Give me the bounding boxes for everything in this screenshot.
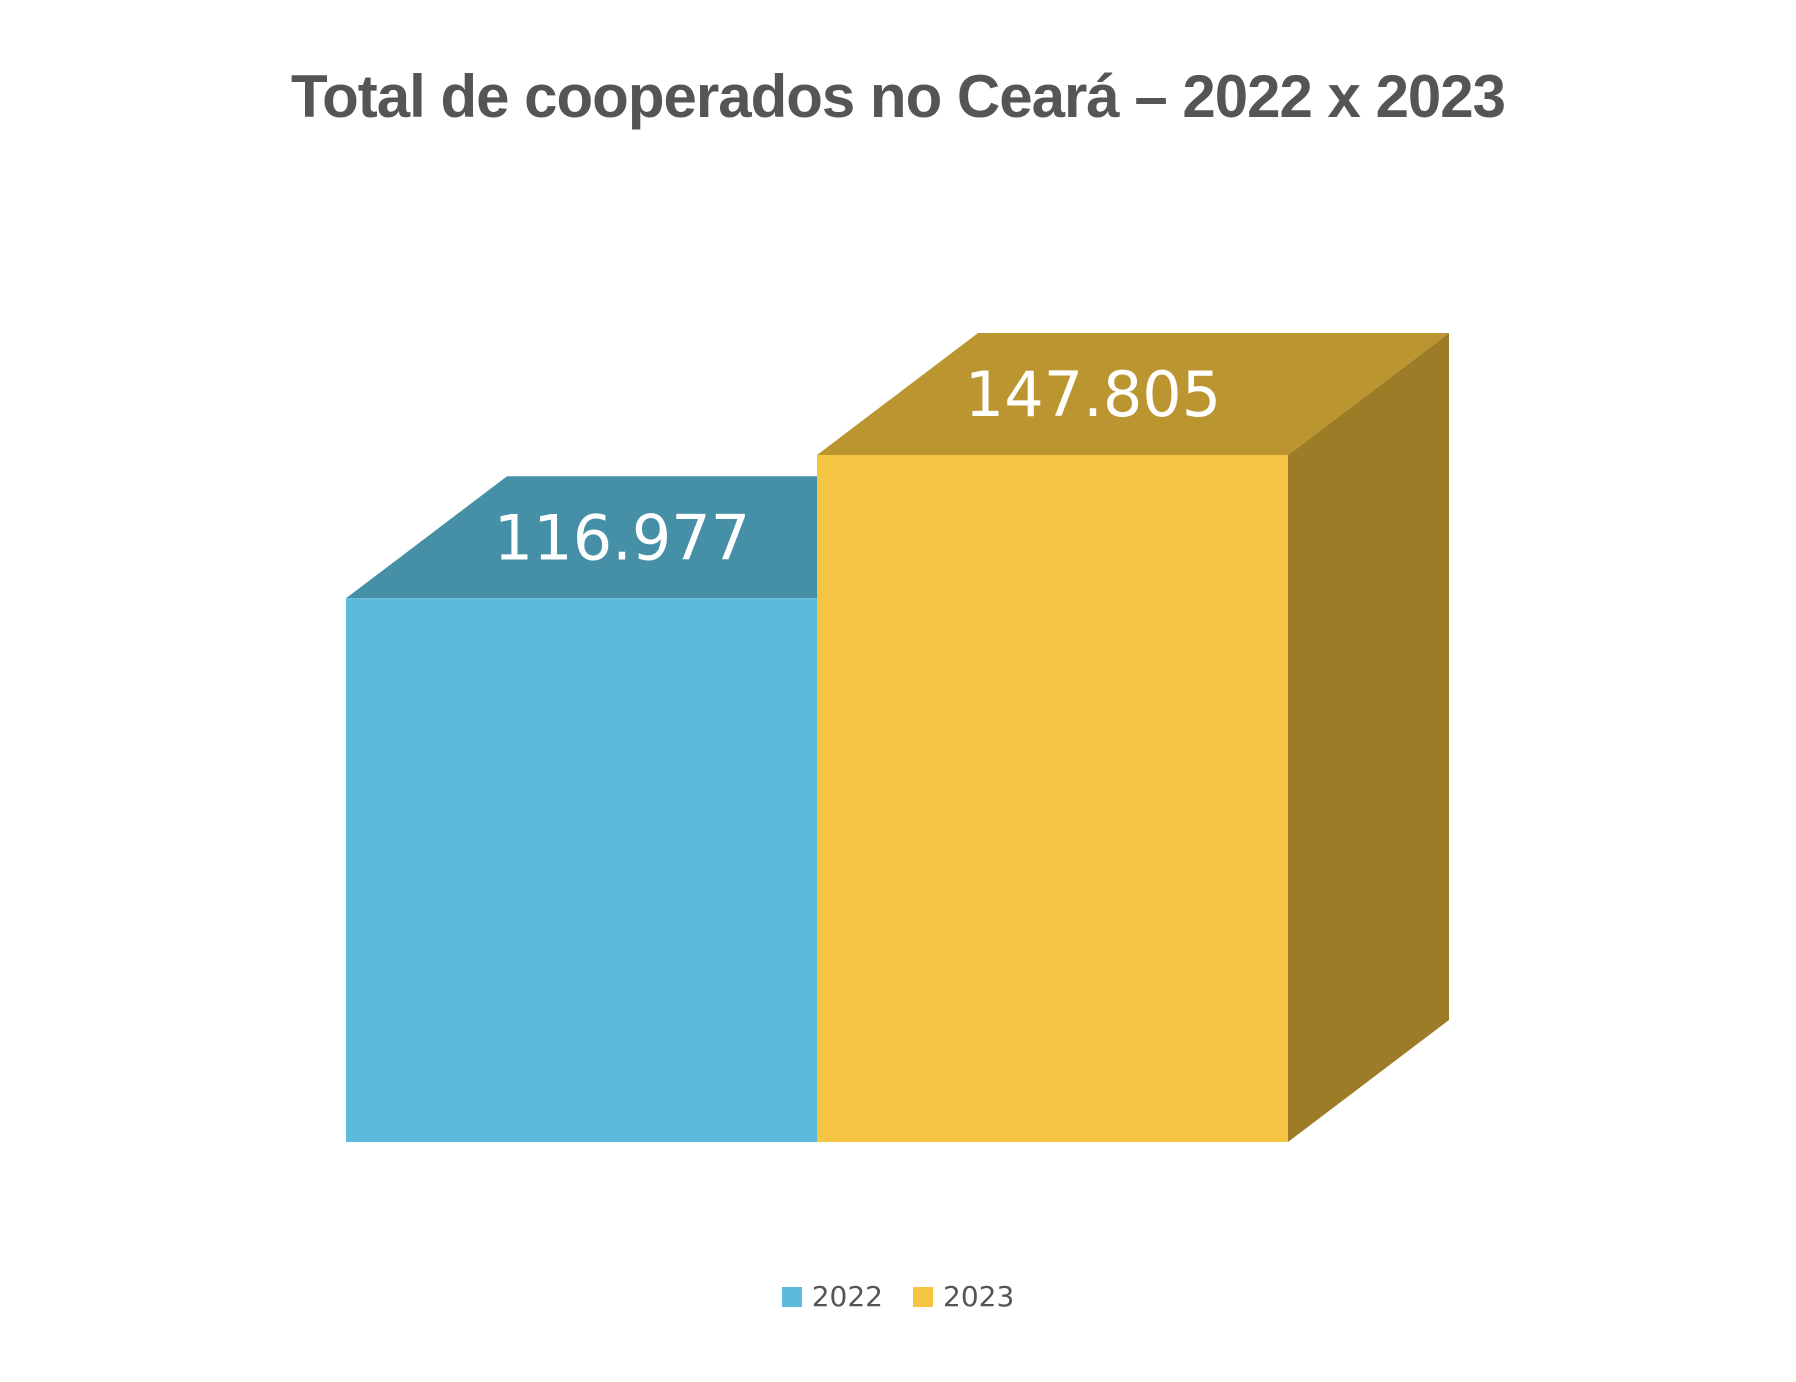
legend-label-2023: 2023 <box>943 1280 1015 1313</box>
data-label-2022: 116.977 <box>494 501 750 574</box>
data-label-2023: 147.805 <box>965 358 1221 431</box>
bar-2022 <box>346 598 817 1142</box>
legend-swatch-2022 <box>781 1286 802 1307</box>
bar-2023 <box>817 455 1288 1142</box>
bars-layer <box>346 333 1449 1142</box>
chart-title: Total de cooperados no Ceará – 2022 x 20… <box>290 63 1506 130</box>
legend-item-2022: 2022 <box>781 1280 883 1313</box>
legend-swatch-2023 <box>913 1286 933 1307</box>
data-labels-layer: 116.977 147.805 <box>494 358 1221 574</box>
bar-side-2023 <box>1288 333 1449 1142</box>
legend: 2022 2023 <box>0 1280 1796 1313</box>
bar-top-2023 <box>817 333 1449 455</box>
legend-item-2023: 2023 <box>913 1280 1014 1313</box>
legend-label-2022: 2022 <box>811 1280 883 1313</box>
